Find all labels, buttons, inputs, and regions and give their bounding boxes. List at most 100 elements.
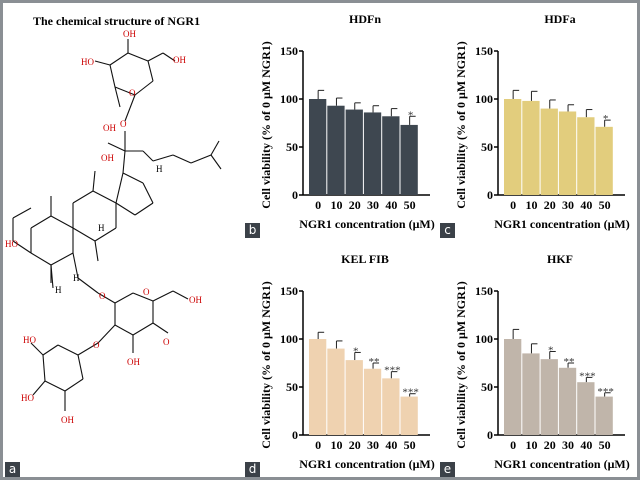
bond xyxy=(152,322,169,334)
bond xyxy=(94,60,111,66)
chart-kel-fib: KEL FIB Cell viability (% of 0 μM NGR1) NG… xyxy=(259,252,435,471)
y-tick-label: 0 xyxy=(292,188,298,202)
bond xyxy=(115,172,124,204)
x-axis-label: NGR1 concentration (μM) xyxy=(494,217,629,231)
atom-label: O xyxy=(120,119,127,129)
y-tick-label: 150 xyxy=(475,44,493,58)
bar xyxy=(595,396,613,435)
y-axis-label: Cell viability (% of 0 μM NGR1) xyxy=(259,281,273,448)
bond xyxy=(109,52,129,66)
significance-marker: *** xyxy=(597,386,614,398)
x-tick-label: 0 xyxy=(510,438,516,452)
y-tick-label: 0 xyxy=(487,428,493,442)
x-tick-label: 0 xyxy=(510,198,516,212)
y-tick-label: 50 xyxy=(481,380,493,394)
bond xyxy=(152,154,174,162)
structure-title: The chemical structure of NGR1 xyxy=(33,14,201,28)
bond xyxy=(42,344,59,356)
bond xyxy=(30,252,52,266)
x-tick-label: 40 xyxy=(580,198,592,212)
bond xyxy=(57,344,79,356)
atom-label: HO xyxy=(81,57,94,67)
bond xyxy=(172,154,192,164)
bond xyxy=(107,142,126,152)
panel-letter-a: a xyxy=(5,462,20,477)
bond xyxy=(134,202,154,216)
bar xyxy=(558,367,577,435)
atom-label: O xyxy=(129,88,136,98)
x-tick-label: 50 xyxy=(599,198,611,212)
chart-title: HDFn xyxy=(349,12,381,26)
atom-label: OH xyxy=(173,55,186,65)
bond xyxy=(147,60,154,82)
atom-label: O xyxy=(99,291,106,301)
bar xyxy=(540,359,558,435)
bond xyxy=(134,80,154,96)
bond xyxy=(147,52,164,62)
x-tick-label: 20 xyxy=(349,438,361,452)
bar xyxy=(522,353,540,435)
y-tick-label: 100 xyxy=(475,332,493,346)
bar xyxy=(522,100,540,195)
bar xyxy=(400,124,418,195)
atom-label: OH xyxy=(61,415,74,425)
bond xyxy=(114,324,134,336)
bar xyxy=(504,99,522,195)
bar xyxy=(345,109,363,195)
x-tick-label: 10 xyxy=(525,438,537,452)
panel-letter-e: e xyxy=(440,462,455,477)
bond xyxy=(109,64,116,88)
bond xyxy=(142,182,154,204)
y-axis-label: Cell viability (% of 0 μM NGR1) xyxy=(454,281,468,448)
bond xyxy=(97,324,116,344)
significance-marker: *** xyxy=(402,387,419,399)
bond xyxy=(64,378,84,392)
bond xyxy=(94,227,117,242)
y-tick-label: 150 xyxy=(475,284,493,298)
bond xyxy=(12,207,32,219)
y-tick-label: 0 xyxy=(487,188,493,202)
chart-title: KEL FIB xyxy=(341,252,389,266)
bond xyxy=(114,86,121,108)
bar xyxy=(382,116,400,195)
bond xyxy=(190,154,212,164)
x-tick-label: 20 xyxy=(544,198,556,212)
bond xyxy=(30,215,52,229)
bar xyxy=(540,108,558,195)
x-tick-label: 10 xyxy=(330,438,342,452)
atom-label: OH xyxy=(123,29,136,39)
x-tick-label: 10 xyxy=(525,198,537,212)
y-tick-label: 150 xyxy=(280,44,298,58)
y-tick-label: 50 xyxy=(286,140,298,154)
x-tick-label: 50 xyxy=(404,198,416,212)
x-tick-label: 30 xyxy=(367,198,379,212)
atom-label: O xyxy=(163,337,170,347)
y-axis-label: Cell viability (% of 0 μM NGR1) xyxy=(259,41,273,208)
significance-marker: *** xyxy=(579,370,596,382)
significance-marker: ** xyxy=(564,356,575,368)
x-tick-label: 20 xyxy=(544,438,556,452)
bar xyxy=(363,112,382,195)
significance-marker: *** xyxy=(384,365,401,377)
bar xyxy=(363,368,382,435)
atom-label: H xyxy=(55,285,62,295)
bar xyxy=(345,360,363,435)
bond xyxy=(92,170,96,192)
bond xyxy=(44,380,66,392)
bond xyxy=(210,154,222,170)
bond xyxy=(50,215,74,229)
bond xyxy=(97,292,116,304)
x-tick-label: 40 xyxy=(385,198,397,212)
atom-label: OH xyxy=(189,295,202,305)
bond xyxy=(72,190,94,204)
bond xyxy=(132,322,154,336)
x-tick-label: 0 xyxy=(315,438,321,452)
bond xyxy=(210,140,220,156)
x-tick-label: 30 xyxy=(367,438,379,452)
bond xyxy=(122,172,144,184)
panel-letter-b: b xyxy=(245,223,260,238)
x-tick-label: 50 xyxy=(599,438,611,452)
bond xyxy=(12,240,32,254)
y-tick-label: 150 xyxy=(280,284,298,298)
